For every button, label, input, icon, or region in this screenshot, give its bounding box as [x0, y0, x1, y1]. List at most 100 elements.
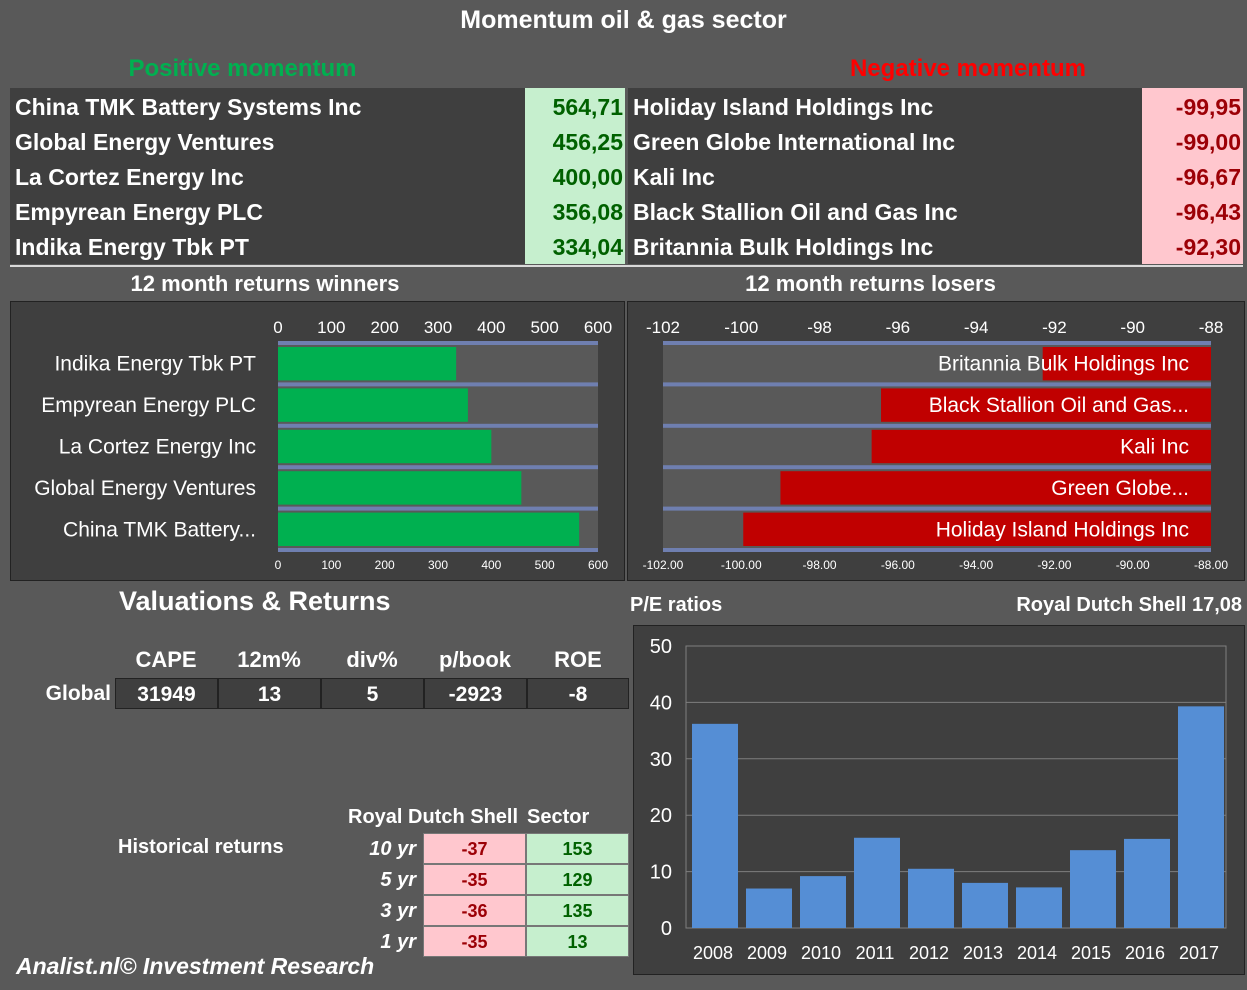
axis-tick-top: -90: [1120, 318, 1145, 337]
pe-chart: 0 10 20 30 40 50 2008 2009 2010 2011 2012 2013 2014 2…: [650, 636, 1227, 963]
x-tick-label: 2009: [747, 943, 787, 963]
page-title: Momentum oil & gas sector: [460, 6, 787, 34]
axis-tick-top: 100: [317, 318, 345, 337]
historical-company-return: -35: [423, 926, 526, 957]
axis-tick-top: 300: [424, 318, 452, 337]
valuation-div: 5: [321, 678, 424, 709]
pe-chart-panel: 0 10 20 30 40 50 2008 2009 2010 2011 2012 2013 2014 2…: [633, 625, 1245, 975]
axis-tick-top: -102: [646, 318, 680, 337]
x-tick-label: 2015: [1071, 943, 1111, 963]
momentum-value: 400,00: [552, 164, 623, 190]
axis-tick-bottom: 200: [375, 558, 395, 572]
momentum-value: -92,30: [1175, 234, 1241, 260]
axis-tick-top: 500: [530, 318, 558, 337]
historical-col-company: Royal Dutch Shell: [348, 806, 519, 828]
bar: [692, 723, 738, 928]
valuation-header-div: div%: [346, 647, 398, 672]
category-separator: [663, 423, 1211, 428]
pe-company-value: Royal Dutch Shell 17,08: [1016, 594, 1242, 616]
category-label: Britannia Bulk Holdings Inc: [938, 353, 1189, 376]
negative-value-column: [1142, 88, 1243, 264]
axis-tick-bottom: -90.00: [1116, 558, 1150, 572]
category-separator: [663, 341, 1211, 345]
negative-row: Kali Inc -96,67: [628, 160, 1243, 195]
bar: [278, 512, 580, 546]
bar: [908, 868, 954, 928]
valuation-header-roe: ROE: [554, 647, 602, 672]
y-tick-label: 20: [650, 805, 672, 827]
company-name: Green Globe International Inc: [633, 129, 956, 155]
bar: [1070, 850, 1116, 928]
axis-tick-bottom: 500: [535, 558, 555, 572]
bar: [871, 429, 1211, 464]
company-name: Indika Energy Tbk PT: [15, 234, 249, 260]
valuations-title: Valuations & Returns: [119, 586, 391, 616]
positive-row: Indika Energy Tbk PT 334,04: [10, 230, 625, 265]
negative-row: Black Stallion Oil and Gas Inc -96,43: [628, 195, 1243, 230]
category-label: China TMK Battery...: [63, 518, 256, 541]
losers-chart: -102 -102.00 -100 -100.00 -98 -98.00 -96 -96.00…: [643, 318, 1229, 572]
company-name: Britannia Bulk Holdings Inc: [633, 234, 934, 260]
company-name: China TMK Battery Systems Inc: [15, 94, 362, 120]
historical-period: 5 yr: [380, 869, 416, 891]
historical-returns-label: Historical returns: [118, 836, 284, 858]
bar: [743, 512, 1211, 546]
valuation-roe: -8: [527, 678, 629, 709]
y-tick-label: 40: [650, 692, 672, 714]
bar: [962, 882, 1008, 928]
category-separator: [278, 548, 598, 552]
axis-tick-bottom: -98.00: [803, 558, 837, 572]
momentum-value: 334,04: [552, 234, 623, 260]
bar: [1178, 706, 1224, 928]
historical-period: 1 yr: [380, 931, 416, 953]
negative-row: Holiday Island Holdings Inc -99,95: [628, 90, 1243, 125]
category-label: La Cortez Energy Inc: [59, 436, 256, 459]
axis-tick-top: 600: [584, 318, 612, 337]
axis-tick-top: -98: [807, 318, 832, 337]
axis-tick-top: -92: [1042, 318, 1067, 337]
historical-period: 10 yr: [369, 838, 416, 860]
axis-tick-top: -94: [964, 318, 989, 337]
bar: [881, 388, 1211, 422]
positive-momentum-heading: Positive momentum: [128, 55, 357, 82]
momentum-value: -96,43: [1175, 199, 1241, 225]
momentum-value: -96,67: [1175, 164, 1241, 190]
category-separator: [663, 382, 1211, 387]
positive-momentum-table: China TMK Battery Systems Inc 564,71 Glo…: [10, 88, 625, 264]
valuation-12m: 13: [218, 678, 321, 709]
x-tick-label: 2014: [1017, 943, 1057, 963]
axis-tick-bottom: 0: [275, 558, 282, 572]
axis-tick-top: 200: [370, 318, 398, 337]
axis-tick-bottom: 600: [588, 558, 608, 572]
x-tick-label: 2010: [801, 943, 841, 963]
bar: [278, 388, 468, 422]
positive-value-column: [525, 88, 625, 264]
negative-momentum-heading: Negative momentum: [849, 55, 1087, 82]
company-name: Black Stallion Oil and Gas Inc: [633, 199, 958, 225]
winners-chart-panel: 0 0 100 100 200 200 300 300 400 400 500 500 600 600 In…: [10, 301, 625, 581]
category-separator: [278, 506, 598, 511]
category-separator: [663, 548, 1211, 552]
axis-tick-top: 400: [477, 318, 505, 337]
axis-tick-bottom: 400: [481, 558, 501, 572]
category-separator: [278, 382, 598, 387]
category-label: Global Energy Ventures: [34, 477, 256, 500]
valuation-header-pbook: p/book: [438, 647, 512, 672]
bar: [278, 347, 457, 381]
category-label: Indika Energy Tbk PT: [54, 353, 256, 376]
negative-momentum-table: Holiday Island Holdings Inc -99,95 Green…: [628, 88, 1243, 264]
axis-tick-top: -96: [886, 318, 911, 337]
category-separator: [663, 506, 1211, 511]
historical-sector-return: 13: [526, 926, 629, 957]
axis-tick-top: 0: [273, 318, 282, 337]
category-label: Holiday Island Holdings Inc: [936, 518, 1189, 541]
y-tick-label: 10: [650, 862, 672, 884]
valuation-header-cape: CAPE: [135, 647, 197, 672]
axis-tick-bottom: 100: [321, 558, 341, 572]
historical-company-return: -36: [423, 895, 526, 926]
company-name: Kali Inc: [633, 164, 715, 190]
axis-tick-bottom: -88.00: [1194, 558, 1228, 572]
bar: [1042, 347, 1211, 381]
footer-credit: Analist.nl© Investment Research: [16, 953, 375, 979]
